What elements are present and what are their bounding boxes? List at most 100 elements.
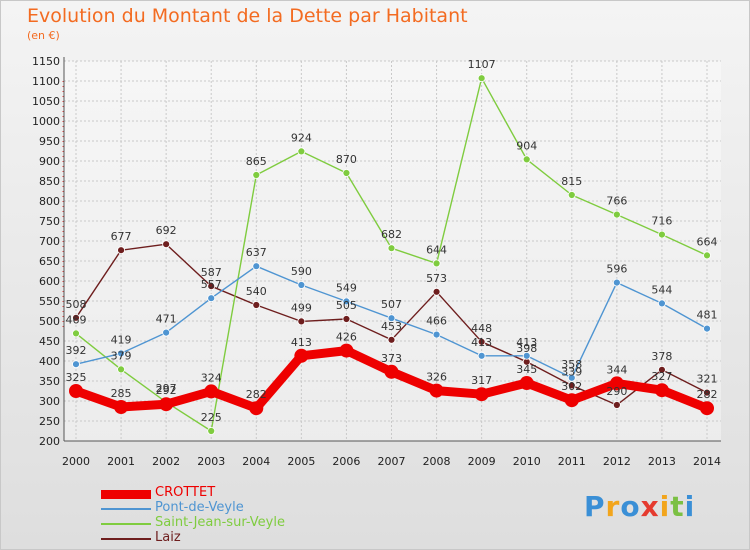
y-tick-label: 950 — [39, 135, 60, 148]
data-point — [477, 74, 486, 83]
data-point — [249, 401, 264, 416]
data-label: 469 — [66, 313, 87, 326]
data-label: 716 — [651, 215, 672, 228]
x-tick-label: 2000 — [62, 455, 90, 468]
logo-letter: i — [659, 490, 671, 523]
data-point — [342, 297, 351, 306]
data-label: 297 — [156, 382, 177, 395]
data-point — [162, 240, 171, 249]
legend-swatch — [101, 508, 151, 510]
legend-swatch — [101, 523, 151, 525]
data-point — [432, 330, 441, 339]
data-point — [252, 301, 261, 309]
proxiti-logo: Proxiti — [584, 490, 695, 523]
x-tick-label: 2010 — [513, 455, 541, 468]
data-label: 682 — [381, 228, 402, 241]
y-tick-label: 400 — [39, 355, 60, 368]
data-label: 870 — [336, 153, 357, 166]
x-tick-label: 2014 — [693, 455, 721, 468]
data-point — [69, 384, 83, 398]
data-label: 1107 — [468, 58, 496, 71]
data-label: 292 — [156, 384, 177, 397]
y-tick-label: 800 — [39, 195, 60, 208]
data-point — [703, 324, 711, 333]
data-label: 317 — [471, 374, 492, 387]
y-tick-label: 250 — [39, 415, 60, 428]
data-point — [204, 384, 219, 399]
data-label: 557 — [201, 278, 222, 291]
x-tick-label: 2005 — [287, 455, 315, 468]
data-label: 373 — [381, 352, 402, 365]
data-point — [252, 171, 261, 179]
data-label: 426 — [336, 331, 357, 344]
data-label: 413 — [516, 336, 537, 349]
data-label: 413 — [291, 336, 312, 349]
data-point — [72, 360, 80, 369]
y-tick-label: 600 — [39, 275, 60, 288]
data-point — [297, 317, 306, 326]
data-point — [339, 343, 354, 358]
data-point — [207, 294, 216, 303]
data-label: 339 — [561, 365, 582, 378]
data-point — [567, 381, 576, 390]
data-label: 453 — [381, 320, 402, 333]
logo-letter: t — [670, 490, 685, 523]
data-point — [162, 328, 171, 337]
data-point — [609, 376, 624, 391]
data-label: 321 — [697, 373, 718, 386]
data-point — [519, 376, 534, 390]
data-point — [297, 281, 306, 289]
data-label: 327 — [651, 370, 672, 383]
data-label: 398 — [516, 342, 537, 355]
data-label: 448 — [471, 322, 492, 335]
data-point — [654, 383, 669, 398]
data-label: 358 — [561, 358, 582, 371]
data-label: 379 — [111, 349, 132, 362]
data-point — [384, 364, 399, 379]
data-point — [117, 349, 125, 358]
legend-label: Saint-Jean-sur-Veyle — [155, 515, 285, 530]
data-label: 290 — [606, 385, 627, 398]
data-label: 596 — [606, 263, 627, 276]
data-point — [567, 373, 576, 382]
data-label: 540 — [246, 285, 267, 298]
x-tick-label: 2011 — [558, 455, 586, 468]
x-tick-label: 2012 — [603, 455, 631, 468]
data-label: 325 — [66, 371, 87, 384]
data-label: 471 — [156, 313, 177, 326]
data-label: 664 — [697, 235, 718, 248]
data-label: 413 — [471, 336, 492, 349]
data-label: 677 — [111, 230, 132, 243]
data-point — [432, 259, 441, 268]
y-tick-label: 1000 — [32, 115, 60, 128]
x-tick-label: 2006 — [332, 455, 360, 468]
data-point — [522, 351, 531, 360]
y-tick-label: 550 — [39, 295, 60, 308]
data-label: 508 — [66, 298, 87, 311]
data-point — [387, 314, 396, 323]
data-point — [387, 244, 396, 253]
data-point — [297, 147, 306, 156]
y-tick-label: 900 — [39, 155, 60, 168]
x-tick-label: 2009 — [468, 455, 496, 468]
data-label: 924 — [291, 131, 312, 144]
data-label: 419 — [111, 333, 132, 346]
data-point — [114, 400, 129, 414]
data-point — [207, 282, 216, 291]
y-tick-label: 1100 — [32, 75, 60, 88]
x-tick-label: 2002 — [152, 455, 180, 468]
data-label: 637 — [246, 246, 267, 259]
data-label: 865 — [246, 155, 267, 168]
data-point — [387, 335, 396, 344]
data-point — [658, 365, 666, 374]
x-tick-label: 2013 — [648, 455, 676, 468]
data-label: 549 — [336, 281, 357, 294]
data-point — [474, 387, 489, 402]
data-label: 285 — [111, 387, 132, 400]
y-tick-label: 350 — [39, 375, 60, 388]
x-tick-label: 2008 — [423, 455, 451, 468]
data-point — [432, 287, 441, 296]
data-point — [477, 351, 486, 360]
data-point — [117, 365, 125, 374]
data-label: 378 — [651, 350, 672, 363]
